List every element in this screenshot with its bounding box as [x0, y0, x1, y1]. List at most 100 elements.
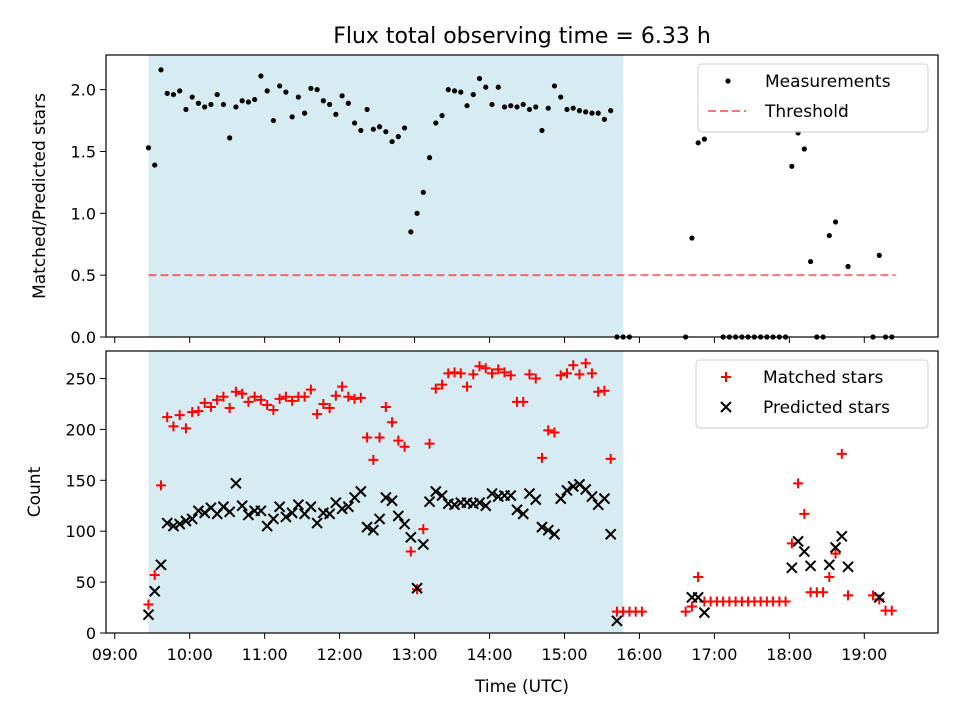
ratio-x-ticks	[114, 337, 865, 343]
measurement-point	[364, 106, 370, 113]
predicted-stars-point	[230, 477, 242, 490]
matched-stars-point	[168, 421, 179, 432]
predicted-stars-point	[292, 499, 305, 511]
matched-stars-point	[380, 401, 391, 412]
matched-stars-point	[368, 454, 379, 465]
time-x-axis-label: Time (UTC)	[474, 677, 569, 697]
predicted-stars-point	[836, 530, 848, 542]
ratio-plot-frame	[105, 54, 939, 338]
predicted-stars-point	[305, 501, 317, 513]
predicted-stars-point	[480, 500, 492, 512]
measurement-point	[164, 90, 170, 96]
predicted-stars-point	[286, 507, 298, 519]
chart-title: Flux total observing time = 6.33 h	[333, 24, 711, 49]
measurement-point	[464, 103, 470, 109]
matched-stars-point	[243, 396, 254, 407]
ratio-legend: Measurements Threshold	[697, 63, 929, 133]
matched-stars-point	[305, 384, 316, 395]
measurement-point	[270, 117, 276, 124]
matched-stars-point	[174, 410, 185, 421]
matched-stars-point	[793, 478, 804, 489]
measurement-point	[239, 98, 245, 104]
count-y-ticks: 0 50 100 150 200 250	[65, 369, 106, 643]
measurement-point	[208, 101, 214, 108]
predicted-stars-point	[505, 489, 517, 502]
count-panel: 0 50 100 150 200 250 09:00 10:00 11:00 12:00 13:0…	[25, 350, 939, 697]
predicted-stars-point	[542, 524, 554, 536]
predicted-stars-point	[448, 499, 461, 511]
measurement-point	[458, 89, 464, 95]
predicted-stars-point	[380, 491, 392, 504]
measurement-point	[345, 100, 351, 106]
measurement-point	[214, 91, 220, 98]
matched-stars-point	[143, 599, 154, 610]
matched-stars-point	[680, 606, 691, 617]
measurement-point	[514, 104, 520, 110]
predicted-stars-point	[530, 493, 542, 506]
matched-stars-point	[599, 385, 610, 396]
time-x-tick-label: 18:00	[766, 645, 812, 664]
measurement-point	[352, 120, 358, 126]
measurement-point	[608, 108, 614, 114]
count-y-tick-label: 200	[65, 420, 96, 439]
predicted-stars-point	[155, 559, 167, 571]
matched-stars-point	[549, 427, 560, 438]
matched-stars-point	[493, 364, 504, 375]
predicted-stars-point	[842, 561, 854, 573]
matched-stars-point	[155, 480, 166, 491]
matched-stars-point	[474, 361, 485, 372]
measurement-point	[801, 146, 807, 152]
predicted-stars-point	[417, 538, 430, 551]
measurement-point	[395, 134, 401, 140]
ratio-y-ticks: 0.0 0.5 1.0 1.5 2.0	[71, 81, 106, 347]
measurement-point	[533, 104, 539, 110]
matched-stars-point	[593, 386, 604, 397]
measurement-point	[583, 109, 589, 115]
measurement-point	[289, 114, 295, 120]
time-x-tick-label: 13:00	[392, 645, 438, 664]
predicted-stars-point	[405, 531, 417, 544]
time-x-tick-label: 14:00	[466, 645, 512, 664]
predicted-stars-point	[792, 535, 804, 548]
matched-stars-point	[818, 587, 829, 598]
matched-stars-point	[886, 605, 897, 616]
predicted-stars-point	[561, 484, 573, 497]
measurement-point	[426, 155, 433, 161]
predicted-stars-point	[386, 494, 398, 507]
time-x-tick-label: 12:00	[317, 645, 363, 664]
predicted-stars-point	[142, 608, 155, 621]
matched-stars-point	[387, 417, 398, 428]
measurement-point	[483, 84, 489, 90]
matched-stars-point	[399, 441, 410, 452]
measurement-point	[145, 145, 152, 151]
matched-stars-point	[299, 391, 310, 402]
matched-stars-point	[193, 406, 204, 417]
measurement-point	[876, 252, 882, 258]
predicted-stars-point	[373, 513, 386, 525]
predicted-stars-point	[798, 545, 811, 558]
matched-stars-point	[187, 407, 198, 418]
measurement-point	[376, 124, 383, 130]
predicted-stars-point	[280, 511, 292, 523]
count-y-tick-label: 150	[65, 471, 96, 490]
matched-stars-point	[393, 435, 404, 446]
ratio-y-tick-label: 1.0	[71, 204, 96, 223]
matched-stars-point	[162, 412, 173, 423]
predicted-stars-point	[517, 508, 529, 520]
matched-stars-point	[343, 391, 354, 402]
matched-stars-point	[462, 381, 473, 392]
time-x-tick-label: 19:00	[841, 645, 887, 664]
ratio-y-tick-label: 0.5	[71, 266, 96, 285]
measurement-point	[826, 232, 832, 239]
measurement-point	[314, 87, 320, 93]
count-y-tick-label: 250	[65, 369, 96, 388]
ratio-y-axis-label: Matched/Predicted stars	[30, 93, 50, 299]
matched-stars-point	[180, 423, 191, 434]
measurement-point	[308, 85, 314, 91]
observing-window-shade-top	[148, 55, 624, 337]
predicted-stars-point	[398, 518, 411, 530]
predicted-stars-point	[161, 517, 173, 529]
matched-stars-point	[455, 368, 466, 379]
matched-stars-point	[362, 432, 373, 443]
